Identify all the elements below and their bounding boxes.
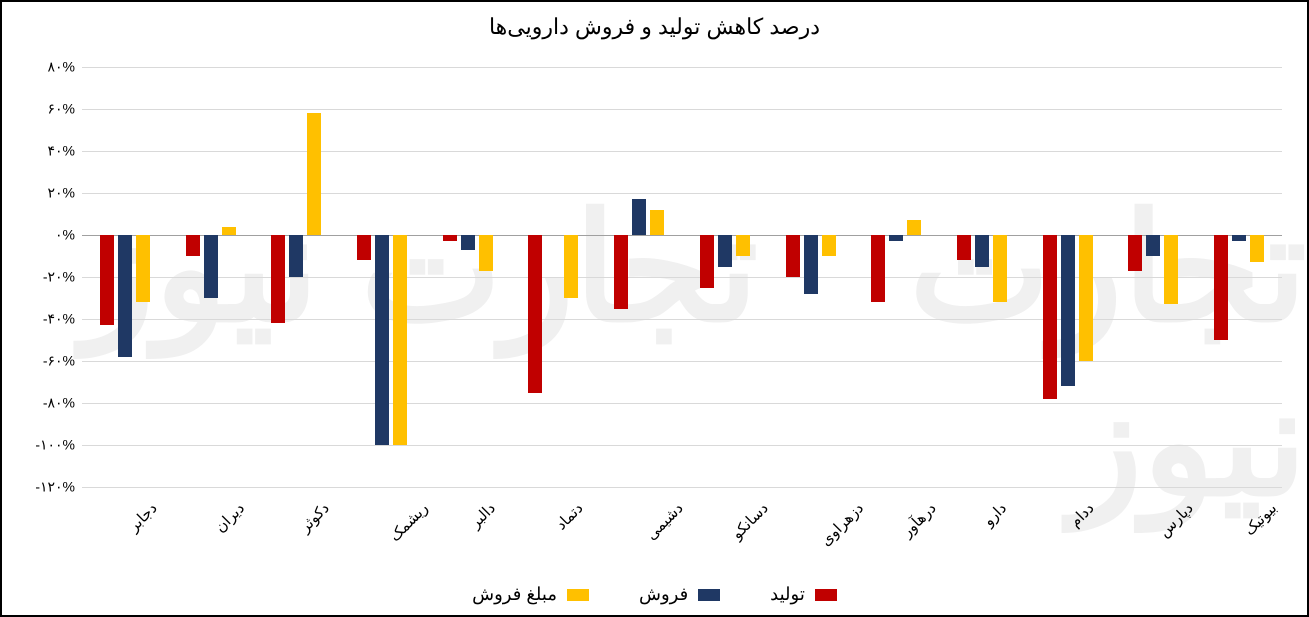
x-tick-label: ریشمک: [386, 499, 432, 545]
legend-swatch: [698, 589, 720, 601]
bar: [1079, 235, 1093, 361]
bar: [718, 235, 732, 267]
bar: [1061, 235, 1075, 386]
bar: [822, 235, 836, 256]
bar: [957, 235, 971, 260]
x-tick-label: دکوثر: [296, 499, 333, 536]
bar: [632, 199, 646, 235]
legend-swatch: [567, 589, 589, 601]
bar: [993, 235, 1007, 302]
bar: [564, 235, 578, 298]
bar: [222, 227, 236, 235]
bar: [1146, 235, 1160, 256]
bar: [118, 235, 132, 357]
x-tick-label: درهآور: [898, 499, 940, 541]
grid-line: [82, 151, 1282, 152]
legend-item: مبلغ فروش: [472, 584, 589, 605]
x-tick-label: دشیمی: [642, 499, 687, 544]
grid-line: [82, 277, 1282, 278]
y-tick-label: ۴۰%: [15, 143, 75, 160]
bar: [1043, 235, 1057, 399]
bar: [1164, 235, 1178, 304]
x-tick-label: بیوتیک: [1240, 499, 1280, 539]
grid-line: [82, 487, 1282, 488]
y-tick-label: -۱۰۰%: [15, 437, 75, 454]
y-tick-label: -۸۰%: [15, 395, 75, 412]
x-tick-label: دجابر: [125, 499, 161, 535]
x-tick-label: دسانکو: [728, 499, 772, 543]
bar: [1214, 235, 1228, 340]
bar: [528, 235, 542, 393]
x-tick-label: دارو: [979, 499, 1010, 530]
y-tick-label: -۶۰%: [15, 353, 75, 370]
legend: تولید فروش مبلغ فروش: [2, 584, 1307, 605]
bar: [1250, 235, 1264, 262]
grid-line: [82, 193, 1282, 194]
bar: [871, 235, 885, 302]
bar: [650, 210, 664, 235]
x-tick-label: دیران: [211, 499, 248, 536]
bar: [804, 235, 818, 294]
bar: [889, 235, 903, 241]
bar: [736, 235, 750, 256]
bar: [700, 235, 714, 288]
y-tick-label: ۲۰%: [15, 185, 75, 202]
bar: [186, 235, 200, 256]
bar: [204, 235, 218, 298]
bar: [375, 235, 389, 445]
grid-line: [82, 67, 1282, 68]
bar: [357, 235, 371, 260]
legend-label: فروش: [639, 584, 688, 605]
legend-item: تولید: [770, 584, 837, 605]
bar: [393, 235, 407, 445]
bar: [479, 235, 493, 271]
bar: [443, 235, 457, 241]
x-tick-label: دالبر: [466, 499, 499, 532]
bar: [461, 235, 475, 250]
x-tick-label: ددام: [1066, 499, 1098, 531]
grid-line: [82, 361, 1282, 362]
y-tick-label: -۱۲۰%: [15, 479, 75, 496]
x-tick-label: دپارس: [1155, 499, 1197, 541]
bar: [1232, 235, 1246, 241]
y-tick-label: ۶۰%: [15, 101, 75, 118]
grid-line: [82, 319, 1282, 320]
chart-frame: تجارت نیوز تجارت نیوز درصد کاهش تولید و …: [0, 0, 1309, 617]
bar: [289, 235, 303, 277]
chart-title: درصد کاهش تولید و فروش دارویی‌ها: [2, 2, 1307, 40]
y-tick-label: ۰%: [15, 227, 75, 244]
plot-area: [82, 67, 1282, 487]
grid-line: [82, 109, 1282, 110]
y-tick-label: -۴۰%: [15, 311, 75, 328]
x-tick-label: دزهراوی: [816, 499, 866, 549]
legend-item: فروش: [639, 584, 720, 605]
legend-label: تولید: [770, 584, 805, 605]
bar: [307, 113, 321, 235]
legend-swatch: [815, 589, 837, 601]
bar: [271, 235, 285, 323]
bar: [907, 220, 921, 235]
grid-line: [82, 445, 1282, 446]
y-tick-label: -۲۰%: [15, 269, 75, 286]
bar: [786, 235, 800, 277]
y-tick-label: ۸۰%: [15, 59, 75, 76]
bar: [1128, 235, 1142, 271]
grid-line: [82, 403, 1282, 404]
legend-label: مبلغ فروش: [472, 584, 557, 605]
bar: [100, 235, 114, 325]
bar: [614, 235, 628, 309]
x-tick-label: دتماد: [552, 499, 586, 533]
bar: [975, 235, 989, 267]
bar: [136, 235, 150, 302]
grid-line: [82, 235, 1282, 236]
